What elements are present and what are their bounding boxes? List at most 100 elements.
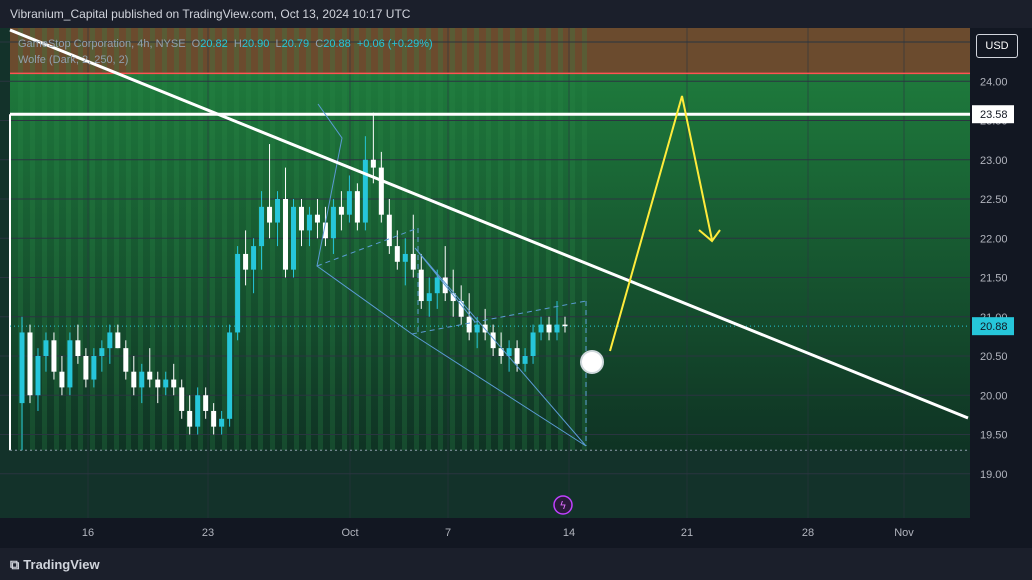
candle-body	[386, 214, 392, 247]
y-tick-label: 20.00	[980, 390, 1008, 402]
x-tick-label: 28	[802, 527, 814, 539]
tv-logo-icon: ⧉	[10, 557, 20, 572]
session-stripe	[294, 28, 299, 451]
candle-body	[450, 293, 456, 302]
session-stripe	[138, 28, 143, 451]
session-stripe	[222, 28, 227, 451]
candle-body	[338, 206, 344, 215]
session-stripe	[318, 28, 323, 451]
session-stripe	[18, 28, 23, 451]
candle-body	[354, 191, 360, 223]
candle-body	[155, 379, 161, 388]
candle-body	[394, 246, 400, 262]
candle-body	[546, 324, 552, 333]
legend-close-value: 20.88	[323, 38, 351, 50]
resistance-zone-brown	[10, 28, 970, 74]
session-stripe	[462, 28, 467, 451]
session-stripe	[510, 28, 515, 451]
price-label-level-bg	[972, 105, 1014, 124]
candle-body	[83, 356, 89, 380]
session-stripe	[54, 28, 59, 451]
session-stripe	[570, 28, 575, 451]
session-stripe	[354, 28, 359, 451]
y-tick-label: 22.00	[980, 233, 1008, 245]
legend-change: +0.06 (+0.29%)	[356, 38, 433, 50]
candle-body	[99, 348, 105, 356]
legend-indicator[interactable]: Wolfe (Dark, 2, 250, 2)	[18, 54, 129, 66]
x-tick-label: 14	[563, 527, 575, 539]
wolfe-dashed-3	[411, 300, 587, 335]
wolfe-point-marker	[580, 350, 604, 374]
tradingview-logo[interactable]: ⧉ TradingView	[10, 557, 100, 573]
descending-trendline	[9, 28, 969, 420]
session-stripe	[330, 28, 335, 451]
y-tick-label: 20.50	[980, 351, 1008, 363]
candle-body	[418, 269, 424, 302]
footer-bar: ⧉ TradingView	[0, 548, 1032, 580]
candle-body	[498, 348, 504, 356]
session-stripe	[90, 28, 95, 451]
candle-body	[314, 214, 320, 223]
x-tick-label: 7	[445, 527, 451, 539]
candle-body	[211, 410, 217, 427]
session-stripe	[546, 28, 551, 451]
session-stripe	[438, 28, 443, 451]
legend-low-label: L	[275, 38, 282, 50]
legend-low-value: 20.79	[281, 38, 310, 50]
session-stripe	[174, 28, 179, 451]
candle-body	[147, 371, 153, 380]
x-tick-label: Oct	[341, 527, 358, 539]
candle-body	[203, 395, 209, 411]
y-tick-label: 23.00	[980, 155, 1008, 167]
legend-open-value: 20.82	[200, 38, 228, 50]
legend-symbol[interactable]: GameStop Corporation, 4h, NYSE	[18, 38, 186, 50]
y-tick-label: 19.50	[980, 430, 1008, 442]
candle-body	[195, 395, 201, 427]
session-stripe	[66, 28, 71, 451]
candle-body	[283, 199, 289, 270]
session-stripe	[234, 28, 239, 451]
candle-body	[562, 324, 568, 327]
candle-body	[362, 159, 368, 223]
y-tick-label: 21.50	[980, 273, 1008, 285]
session-stripe	[150, 28, 155, 451]
session-stripe	[162, 28, 167, 451]
session-stripe	[414, 28, 419, 451]
candle-body	[402, 253, 408, 262]
price-chart[interactable]: 24.5024.0023.5023.0022.5022.0021.5021.00…	[0, 28, 1032, 548]
candle-body	[426, 293, 432, 302]
projection-arrow-head	[698, 229, 721, 243]
price-label-last-bg	[972, 317, 1014, 336]
candle-body	[291, 206, 296, 270]
candle-body	[275, 199, 281, 223]
candle-body	[306, 214, 312, 231]
target-zone-green	[10, 73, 970, 451]
candle-body	[123, 348, 129, 372]
candle-body	[530, 332, 536, 356]
session-stripe	[306, 28, 311, 451]
y-tick-label: 24.00	[980, 76, 1008, 88]
y-tick-label: 22.50	[980, 194, 1008, 206]
session-stripe	[78, 28, 83, 451]
currency-button[interactable]: USD	[976, 34, 1018, 58]
candle-body	[27, 332, 33, 396]
candle-body	[19, 332, 25, 404]
session-stripe	[42, 28, 47, 451]
session-stripe	[534, 28, 539, 451]
session-stripe	[426, 28, 431, 451]
session-stripe	[486, 28, 491, 451]
legend-high-value: 20.90	[241, 38, 270, 50]
session-stripe	[270, 28, 275, 451]
y-tick-label: 19.00	[980, 469, 1008, 481]
x-tick-label: 16	[82, 527, 94, 539]
x-tick-label: Nov	[894, 527, 914, 539]
session-stripe	[210, 28, 215, 451]
session-stripe	[366, 28, 371, 451]
candle-body	[227, 332, 233, 419]
session-stripe	[402, 28, 407, 451]
session-stripe	[558, 28, 563, 451]
candle-body	[259, 206, 265, 247]
session-stripe	[582, 28, 587, 451]
candle-body	[330, 206, 336, 239]
candle-body	[179, 387, 185, 411]
